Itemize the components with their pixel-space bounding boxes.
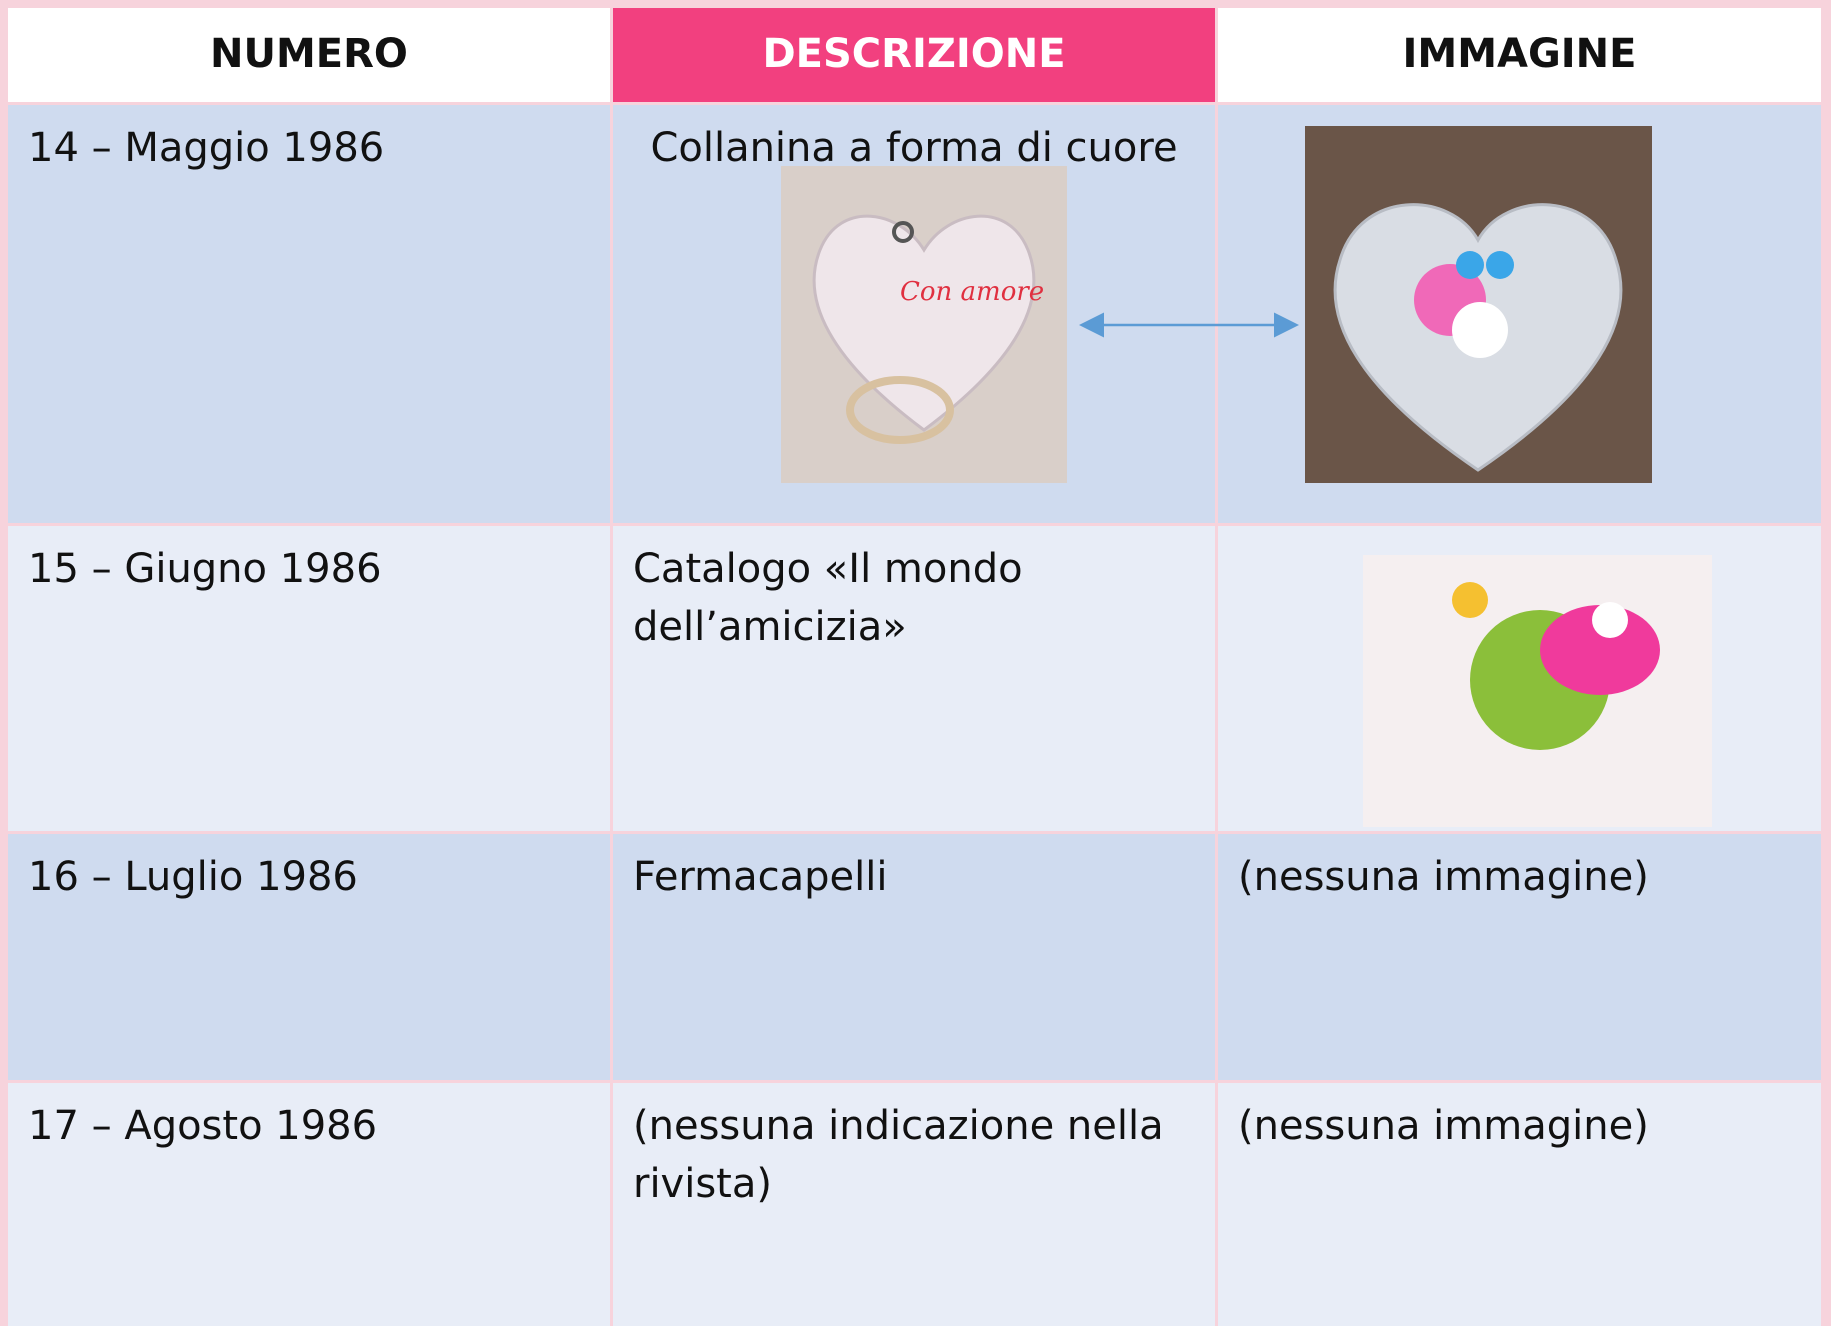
image-cell [1218,105,1821,523]
table-cell: Collanina a forma di cuore [613,105,1215,523]
table-cell: Catalogo «Il mondo dell’amicizia» [613,526,1215,831]
table-cell: (nessuna immagine) [1218,1083,1821,1326]
table-cell: (nessuna immagine) [1218,834,1821,1080]
table-cell: Fermacapelli [613,834,1215,1080]
column-header: NUMERO [8,8,610,102]
table-cell: 15 – Giugno 1986 [8,526,610,831]
table-cell: (nessuna indicazione nella rivista) [613,1083,1215,1326]
column-header: DESCRIZIONE [613,8,1215,102]
column-header: IMMAGINE [1218,8,1821,102]
table-cell: 16 – Luglio 1986 [8,834,610,1080]
image-cell [1218,526,1821,831]
table-cell: 14 – Maggio 1986 [8,105,610,523]
table-cell: 17 – Agosto 1986 [8,1083,610,1326]
